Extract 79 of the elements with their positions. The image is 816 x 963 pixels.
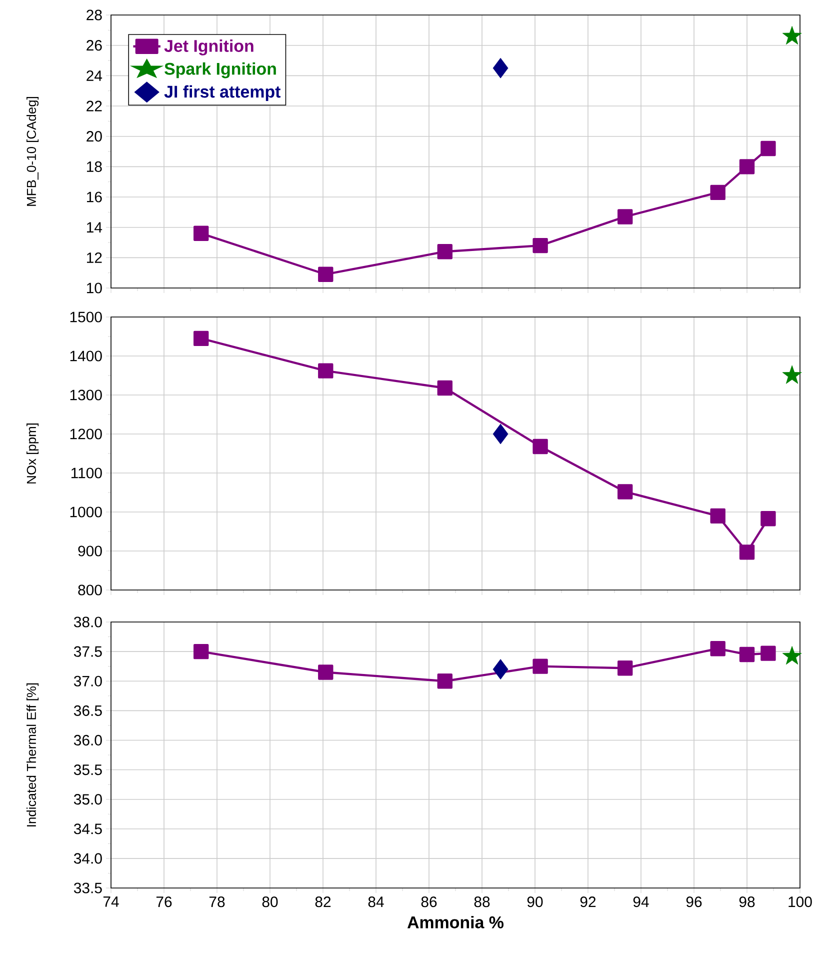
y-tick-label: 1200 bbox=[70, 428, 102, 440]
x-tick-label: 98 bbox=[739, 896, 755, 908]
y-tick-label: 34.0 bbox=[74, 853, 102, 864]
legend-label: JI first attempt bbox=[164, 85, 281, 102]
point bbox=[782, 646, 802, 665]
x-tick-label: 84 bbox=[368, 896, 384, 908]
point bbox=[782, 365, 802, 384]
x-tick-label: 78 bbox=[210, 896, 225, 908]
point bbox=[618, 660, 633, 676]
point bbox=[760, 646, 776, 661]
y-tick-label: 1100 bbox=[72, 468, 102, 478]
y-tick-label: 22 bbox=[86, 100, 102, 112]
y-tick-label: 35.5 bbox=[74, 764, 102, 776]
x-tick-label: 86 bbox=[421, 896, 437, 908]
y-tick-label: 37.0 bbox=[74, 676, 102, 686]
point bbox=[532, 238, 548, 254]
point bbox=[618, 209, 633, 224]
x-tick-label: 100 bbox=[788, 896, 812, 908]
x-tick-label: 76 bbox=[156, 896, 172, 908]
y-tick-label: 18 bbox=[87, 161, 102, 172]
y-tick-label: 12 bbox=[87, 252, 102, 263]
point bbox=[782, 26, 802, 45]
y-axis-title: NOx [ppm] bbox=[26, 424, 39, 484]
point bbox=[760, 140, 776, 156]
y-tick-label: 16 bbox=[87, 192, 102, 202]
point bbox=[437, 244, 453, 260]
point bbox=[532, 658, 548, 674]
y-tick-label: 1300 bbox=[70, 390, 102, 400]
legend-label: Jet Ignition bbox=[164, 40, 254, 56]
point bbox=[194, 644, 209, 660]
y-tick-label: 26 bbox=[86, 40, 102, 51]
y-tick-label: 800 bbox=[78, 584, 102, 596]
y-tick-label: 14 bbox=[87, 222, 102, 232]
y-tick-label: 36.0 bbox=[74, 734, 102, 746]
x-tick-label: 80 bbox=[262, 896, 278, 908]
point bbox=[194, 330, 209, 346]
y-tick-label: 33.5 bbox=[74, 882, 102, 894]
point bbox=[710, 508, 726, 524]
point bbox=[618, 484, 633, 500]
y-axis-title: Indicated Thermal Eff [%] bbox=[26, 683, 39, 826]
point bbox=[710, 184, 726, 200]
point bbox=[437, 380, 453, 396]
y-tick-label: 10 bbox=[87, 282, 102, 294]
point bbox=[492, 424, 508, 444]
y-tick-label: 37.5 bbox=[74, 646, 102, 657]
point bbox=[194, 226, 209, 241]
point bbox=[318, 266, 334, 282]
point bbox=[740, 646, 755, 662]
y-tick-label: 28 bbox=[86, 10, 102, 20]
point bbox=[437, 674, 453, 689]
y-tick-label: 1400 bbox=[70, 350, 102, 362]
y-tick-label: 1500 bbox=[70, 312, 102, 322]
point bbox=[740, 544, 755, 560]
point bbox=[492, 58, 508, 78]
y-tick-label: 35.0 bbox=[74, 794, 102, 805]
y-tick-label: 36.5 bbox=[74, 705, 102, 716]
legend-label: Spark Ignition bbox=[164, 62, 276, 78]
point bbox=[318, 363, 334, 378]
x-tick-label: 74 bbox=[104, 896, 119, 907]
x-tick-label: 88 bbox=[474, 896, 490, 908]
y-tick-label: 1000 bbox=[70, 506, 102, 518]
y-tick-label: 900 bbox=[78, 546, 102, 556]
point bbox=[492, 659, 508, 680]
point bbox=[710, 641, 726, 656]
point bbox=[318, 664, 334, 680]
x-tick-label: 82 bbox=[315, 896, 331, 908]
point bbox=[740, 159, 755, 174]
x-axis-title: Ammonia % bbox=[408, 916, 504, 928]
y-axis-title: MFB_0-10 [CAdeg] bbox=[26, 97, 39, 206]
point bbox=[760, 511, 776, 526]
x-tick-label: 92 bbox=[580, 896, 596, 908]
x-tick-label: 96 bbox=[686, 896, 702, 908]
y-tick-label: 24 bbox=[86, 70, 102, 81]
x-tick-label: 90 bbox=[527, 896, 543, 908]
x-tick-label: 94 bbox=[633, 896, 649, 908]
y-tick-label: 20 bbox=[86, 131, 102, 142]
point bbox=[532, 438, 548, 454]
y-tick-label: 38.0 bbox=[74, 616, 102, 628]
y-tick-label: 34.5 bbox=[74, 824, 102, 834]
